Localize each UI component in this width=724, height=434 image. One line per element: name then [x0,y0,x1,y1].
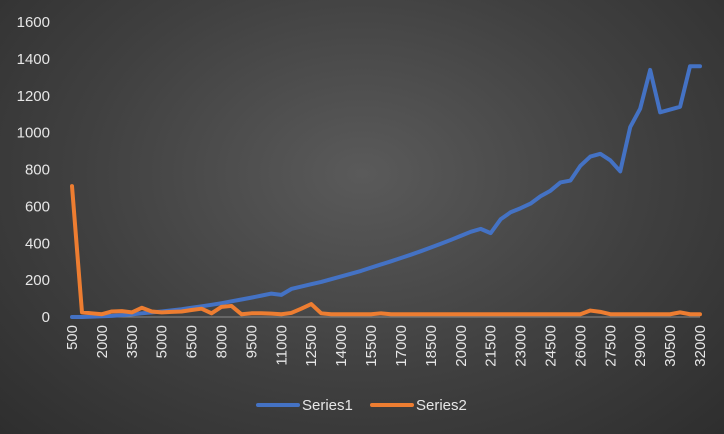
x-tick-label: 5000 [154,325,171,358]
legend-label: Series1 [302,397,353,414]
y-tick-label: 1000 [17,125,50,142]
x-tick-label: 6500 [184,325,201,358]
y-tick-label: 600 [25,198,50,215]
x-tick-label: 32000 [692,325,709,367]
series-line-1 [70,64,702,319]
x-tick-label: 20000 [453,325,470,367]
legend-label: Series2 [416,397,467,414]
series-line-2 [70,184,702,317]
y-tick-label: 800 [25,162,50,179]
x-tick-label: 500 [64,325,81,350]
y-tick-label: 1200 [17,88,50,105]
y-tick-label: 1400 [17,51,50,68]
x-tick-label: 23000 [513,325,530,367]
x-tick-label: 30500 [662,325,679,367]
x-tick-label: 24500 [542,325,559,367]
y-tick-label: 400 [25,235,50,252]
x-tick-label: 27500 [602,325,619,367]
legend-item-2: Series2 [370,397,467,414]
x-tick-label: 12500 [303,325,320,367]
x-tick-label: 8000 [214,325,231,358]
y-tick-label: 1600 [17,14,50,31]
x-tick-label: 21500 [483,325,500,367]
x-tick-label: 15500 [363,325,380,367]
x-tick-label: 18500 [423,325,440,367]
x-tick-label: 29000 [632,325,649,367]
y-tick-label: 200 [25,272,50,289]
x-tick-label: 9500 [243,325,260,358]
x-tick-label: 26000 [572,325,589,367]
x-tick-label: 2000 [94,325,111,358]
y-tick-label: 0 [42,309,50,326]
x-tick-label: 3500 [124,325,141,358]
x-tick-label: 17000 [393,325,410,367]
x-tick-label: 14000 [333,325,350,367]
legend-item-1: Series1 [256,397,353,414]
x-tick-label: 11000 [273,325,290,366]
